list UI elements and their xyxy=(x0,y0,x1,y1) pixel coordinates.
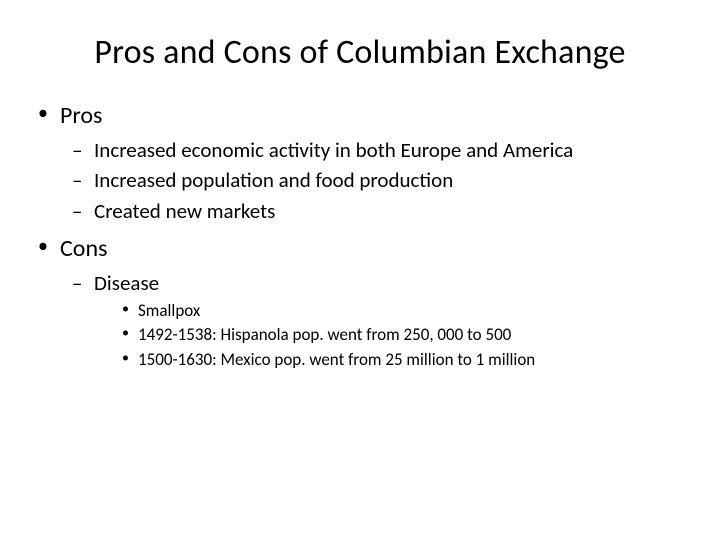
bullet-list: Pros Increased economic activity in both… xyxy=(36,101,684,370)
pros-label: Pros xyxy=(60,101,102,130)
cons-label: Cons xyxy=(60,234,107,263)
pros-subitem: Increased population and food production xyxy=(60,167,684,193)
cons-disease-item: Disease Smallpox 1492-1538: Hispanola po… xyxy=(60,270,684,370)
pros-item: Pros Increased economic activity in both… xyxy=(36,101,684,224)
cons-disease-label: Disease xyxy=(94,270,159,296)
disease-subitem: Smallpox xyxy=(94,300,684,321)
disease-subitem: 1500-1630: Mexico pop. went from 25 mill… xyxy=(94,349,684,370)
cons-item: Cons Disease Smallpox 1492-1538: Hispano… xyxy=(36,234,684,370)
disease-sublist: Smallpox 1492-1538: Hispanola pop. went … xyxy=(94,300,684,370)
pros-sublist: Increased economic activity in both Euro… xyxy=(60,137,684,224)
cons-sublist: Disease Smallpox 1492-1538: Hispanola po… xyxy=(60,270,684,370)
pros-subitem: Created new markets xyxy=(60,198,684,224)
slide: Pros and Cons of Columbian Exchange Pros… xyxy=(0,0,720,540)
slide-title: Pros and Cons of Columbian Exchange xyxy=(36,32,684,73)
disease-subitem: 1492-1538: Hispanola pop. went from 250,… xyxy=(94,324,684,345)
pros-subitem: Increased economic activity in both Euro… xyxy=(60,137,684,163)
